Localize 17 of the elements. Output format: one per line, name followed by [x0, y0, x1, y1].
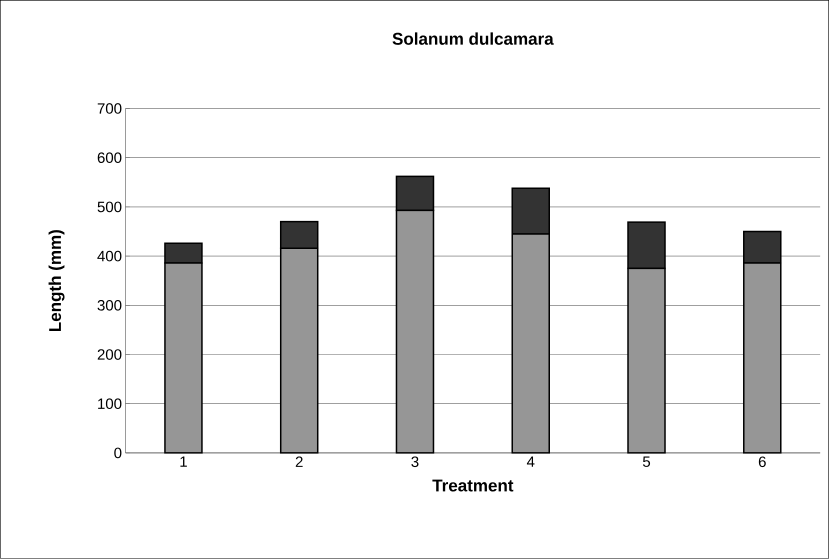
x-tick-label: 4: [526, 456, 534, 467]
y-tick-label: 700: [98, 103, 122, 114]
y-tick-label: 600: [98, 152, 122, 164]
y-axis-title: Length (mm): [48, 230, 65, 332]
x-axis-title: Treatment: [432, 480, 514, 492]
x-tick-label: 5: [642, 456, 650, 468]
y-tick-label: 100: [98, 398, 122, 410]
chart-title: Solanum dulcamara: [392, 32, 554, 46]
x-tick-label: 6: [758, 456, 766, 468]
x-tick-label: 3: [411, 456, 418, 468]
y-tick-label: 200: [98, 349, 122, 360]
x-tick-label: 1: [180, 456, 187, 467]
x-tick-label: 2: [296, 456, 303, 468]
y-tick-label: 300: [98, 300, 122, 311]
y-tick-label: 500: [98, 202, 122, 212]
y-tick-label: 400: [97, 250, 122, 262]
y-tick-label: 0: [114, 448, 122, 458]
